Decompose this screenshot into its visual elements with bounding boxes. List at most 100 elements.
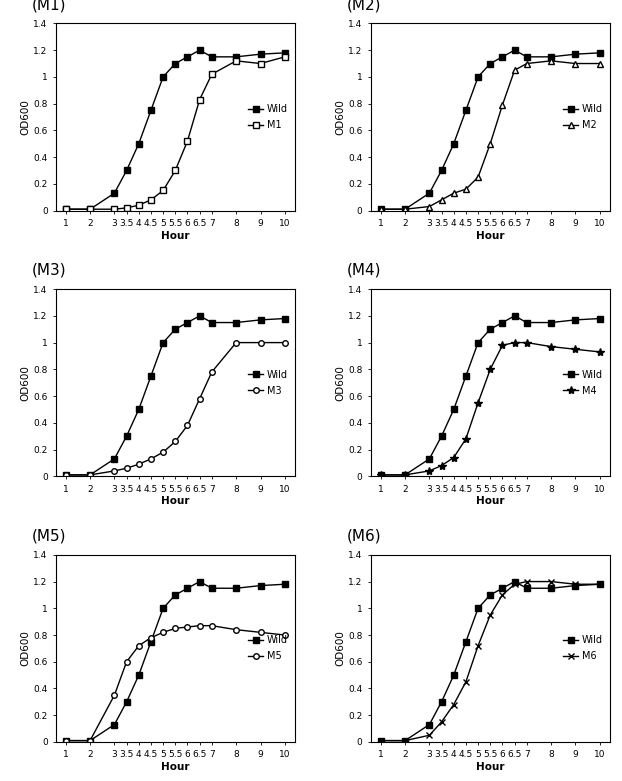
- M2: [377, 205, 384, 214]
- Wild: [596, 580, 603, 589]
- M2: [523, 59, 531, 68]
- M4: [377, 470, 384, 480]
- M1: [257, 59, 264, 68]
- M1: [111, 205, 118, 214]
- M5: [147, 633, 155, 643]
- M2: [486, 139, 494, 148]
- Line: Wild: Wild: [63, 313, 287, 478]
- Wild: [62, 470, 70, 480]
- Wild: [86, 470, 94, 480]
- Line: M3: M3: [63, 340, 287, 478]
- Wild: [450, 139, 457, 148]
- M2: [438, 195, 445, 205]
- M2: [462, 184, 470, 194]
- Wild: [159, 72, 167, 81]
- Line: Wild: Wild: [378, 313, 603, 478]
- M1: [208, 70, 216, 79]
- M5: [86, 736, 94, 745]
- Legend: Wild, M5: Wild, M5: [246, 633, 290, 663]
- Wild: [511, 577, 518, 587]
- M2: [401, 205, 409, 214]
- Wild: [499, 318, 506, 327]
- Wild: [499, 52, 506, 62]
- Y-axis label: OD600: OD600: [335, 630, 345, 666]
- M3: [196, 394, 203, 404]
- Wild: [135, 139, 142, 148]
- Wild: [147, 105, 155, 115]
- Line: Wild: Wild: [63, 579, 287, 744]
- Wild: [450, 405, 457, 414]
- Wild: [135, 670, 142, 679]
- M1: [135, 201, 142, 210]
- Line: M2: M2: [378, 58, 603, 212]
- M1: [159, 186, 167, 195]
- M3: [86, 470, 94, 480]
- Wild: [257, 49, 264, 59]
- M2: [511, 66, 518, 75]
- M5: [183, 622, 191, 632]
- M4: [438, 461, 445, 470]
- Wild: [486, 59, 494, 68]
- Wild: [547, 583, 555, 593]
- Text: (M3): (M3): [32, 263, 67, 278]
- Wild: [183, 583, 191, 593]
- M5: [233, 625, 240, 634]
- Wild: [281, 48, 289, 58]
- M3: [111, 466, 118, 476]
- X-axis label: Hour: Hour: [161, 497, 190, 506]
- Wild: [475, 338, 482, 348]
- M5: [159, 628, 167, 637]
- M5: [111, 690, 118, 700]
- M1: [123, 203, 131, 212]
- Wild: [123, 431, 131, 440]
- Wild: [172, 590, 179, 600]
- Wild: [547, 52, 555, 62]
- Wild: [377, 736, 384, 745]
- Legend: Wild, M3: Wild, M3: [246, 368, 290, 398]
- Wild: [111, 188, 118, 198]
- M4: [523, 338, 531, 348]
- Wild: [462, 637, 470, 647]
- M4: [425, 466, 433, 476]
- Text: (M1): (M1): [32, 0, 67, 12]
- Wild: [281, 314, 289, 323]
- Line: Wild: Wild: [378, 579, 603, 744]
- M1: [172, 166, 179, 175]
- Wild: [233, 318, 240, 327]
- Wild: [233, 583, 240, 593]
- Wild: [208, 52, 216, 62]
- M5: [172, 624, 179, 633]
- M3: [208, 367, 216, 376]
- M4: [511, 338, 518, 348]
- M2: [475, 173, 482, 182]
- M6: [511, 580, 518, 589]
- M6: [425, 730, 433, 740]
- M5: [281, 630, 289, 640]
- M6: [547, 577, 555, 587]
- Wild: [523, 52, 531, 62]
- M2: [596, 59, 603, 68]
- Wild: [450, 670, 457, 679]
- Wild: [281, 580, 289, 589]
- M1: [183, 137, 191, 146]
- Wild: [401, 470, 409, 480]
- Wild: [257, 581, 264, 590]
- Wild: [172, 59, 179, 68]
- Legend: Wild, M1: Wild, M1: [246, 102, 290, 132]
- Y-axis label: OD600: OD600: [21, 365, 30, 401]
- Wild: [257, 316, 264, 325]
- Text: (M2): (M2): [347, 0, 381, 12]
- M2: [425, 201, 433, 211]
- M6: [450, 700, 457, 709]
- M5: [123, 657, 131, 666]
- M5: [62, 736, 70, 745]
- Wild: [111, 720, 118, 729]
- M1: [233, 56, 240, 66]
- Wild: [183, 52, 191, 62]
- M6: [377, 736, 384, 745]
- M4: [547, 342, 555, 351]
- Wild: [462, 371, 470, 380]
- M1: [281, 52, 289, 62]
- Legend: Wild, M2: Wild, M2: [561, 102, 605, 132]
- M6: [523, 577, 531, 587]
